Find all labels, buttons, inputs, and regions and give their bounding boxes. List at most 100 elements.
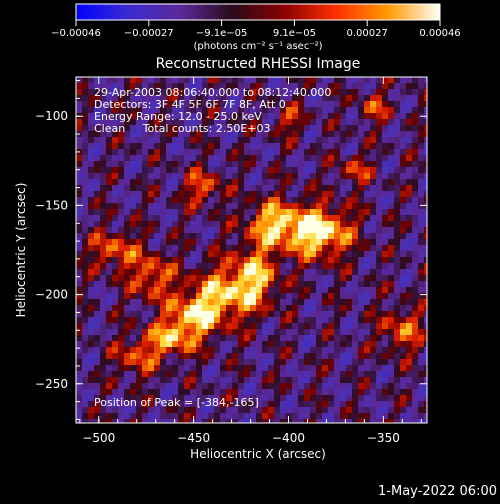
heatmap-cell xyxy=(166,215,173,222)
heatmap-cell xyxy=(160,125,167,132)
heatmap-cell xyxy=(388,167,395,174)
heatmap-cell xyxy=(400,335,407,342)
heatmap-cell xyxy=(202,173,209,180)
heatmap-cell xyxy=(346,179,353,186)
heatmap-cell xyxy=(238,413,245,420)
heatmap-cell xyxy=(226,317,233,324)
heatmap-cell xyxy=(412,119,419,126)
heatmap-cell xyxy=(214,371,221,378)
heatmap-cell xyxy=(244,203,251,210)
heatmap-cell xyxy=(376,269,383,276)
heatmap-cell xyxy=(364,353,371,360)
heatmap-cell xyxy=(316,287,323,294)
heatmap-cell xyxy=(88,299,95,306)
heatmap-cell xyxy=(184,359,191,366)
heatmap-cell xyxy=(400,275,407,282)
heatmap-cell xyxy=(160,185,167,192)
heatmap-cell xyxy=(418,239,425,246)
heatmap-cell xyxy=(154,173,161,180)
heatmap-cell xyxy=(334,323,341,330)
heatmap-cell xyxy=(178,311,185,318)
heatmap-cell xyxy=(388,365,395,372)
heatmap-cell xyxy=(256,335,263,342)
heatmap-cell xyxy=(238,215,245,222)
heatmap-cell xyxy=(328,347,335,354)
heatmap-cell xyxy=(358,407,365,414)
heatmap-cell xyxy=(244,401,251,408)
heatmap-cell xyxy=(166,227,173,234)
heatmap-cell xyxy=(220,401,227,408)
heatmap-cell xyxy=(352,281,359,288)
heatmap-cell xyxy=(94,335,101,342)
heatmap-cell xyxy=(238,311,245,318)
heatmap-cell xyxy=(370,239,377,246)
heatmap-cell xyxy=(118,185,125,192)
heatmap-cell xyxy=(262,77,269,84)
heatmap-cell xyxy=(316,257,323,264)
heatmap-cell xyxy=(328,287,335,294)
heatmap-cell xyxy=(292,131,299,138)
heatmap-cell xyxy=(256,401,263,408)
heatmap-cell xyxy=(214,407,221,414)
heatmap-cell xyxy=(304,377,311,384)
heatmap-cell xyxy=(220,281,227,288)
heatmap-cell xyxy=(316,167,323,174)
heatmap-cell xyxy=(412,95,419,102)
heatmap-cell xyxy=(370,389,377,396)
heatmap-cell xyxy=(364,179,371,186)
heatmap-cell xyxy=(304,287,311,294)
heatmap-cell xyxy=(388,269,395,276)
heatmap-cell xyxy=(262,221,269,228)
heatmap-cell xyxy=(304,95,311,102)
heatmap-cell xyxy=(424,305,427,312)
heatmap-cell xyxy=(142,287,149,294)
heatmap-cell xyxy=(412,263,419,270)
heatmap-cell xyxy=(178,227,185,234)
heatmap-cell xyxy=(172,221,179,228)
heatmap-cell xyxy=(190,359,197,366)
heatmap-cell xyxy=(118,257,125,264)
heatmap-cell xyxy=(376,413,383,420)
heatmap-cell xyxy=(184,185,191,192)
heatmap-cell xyxy=(328,227,335,234)
heatmap-cell xyxy=(376,401,383,408)
heatmap-cell xyxy=(334,287,341,294)
heatmap-cell xyxy=(190,353,197,360)
heatmap-cell xyxy=(232,263,239,270)
heatmap-cell xyxy=(364,383,371,390)
heatmap-cell xyxy=(208,89,215,96)
heatmap-cell xyxy=(244,221,251,228)
heatmap-cell xyxy=(274,383,281,390)
heatmap-cell xyxy=(394,365,401,372)
heatmap-cell xyxy=(148,179,155,186)
heatmap-cell xyxy=(118,335,125,342)
heatmap-cell xyxy=(298,281,305,288)
heatmap-cell xyxy=(160,131,167,138)
heatmap-cell xyxy=(280,413,287,420)
heatmap-cell xyxy=(160,209,167,216)
heatmap-cell xyxy=(406,131,413,138)
heatmap-cell xyxy=(172,407,179,414)
heatmap-cell xyxy=(322,335,329,342)
heatmap-cell xyxy=(214,299,221,306)
heatmap-cell xyxy=(142,185,149,192)
heatmap-cell xyxy=(214,233,221,240)
heatmap-cell xyxy=(232,353,239,360)
heatmap-cell xyxy=(226,83,233,90)
colorbar-tick-label: −9.1e−05 xyxy=(196,28,248,39)
heatmap-cell xyxy=(274,395,281,402)
heatmap-cell xyxy=(214,335,221,342)
heatmap-cell xyxy=(310,89,317,96)
heatmap-cell xyxy=(328,269,335,276)
heatmap-cell xyxy=(394,77,401,84)
heatmap-cell xyxy=(406,227,413,234)
heatmap-cell xyxy=(214,395,221,402)
heatmap-cell xyxy=(130,353,137,360)
heatmap-cell xyxy=(424,263,427,270)
heatmap-cell xyxy=(304,143,311,150)
heatmap-cell xyxy=(226,107,233,114)
heatmap-cell xyxy=(172,197,179,204)
heatmap-cell xyxy=(178,101,185,108)
heatmap-cell xyxy=(130,401,137,408)
heatmap-cell xyxy=(184,221,191,228)
